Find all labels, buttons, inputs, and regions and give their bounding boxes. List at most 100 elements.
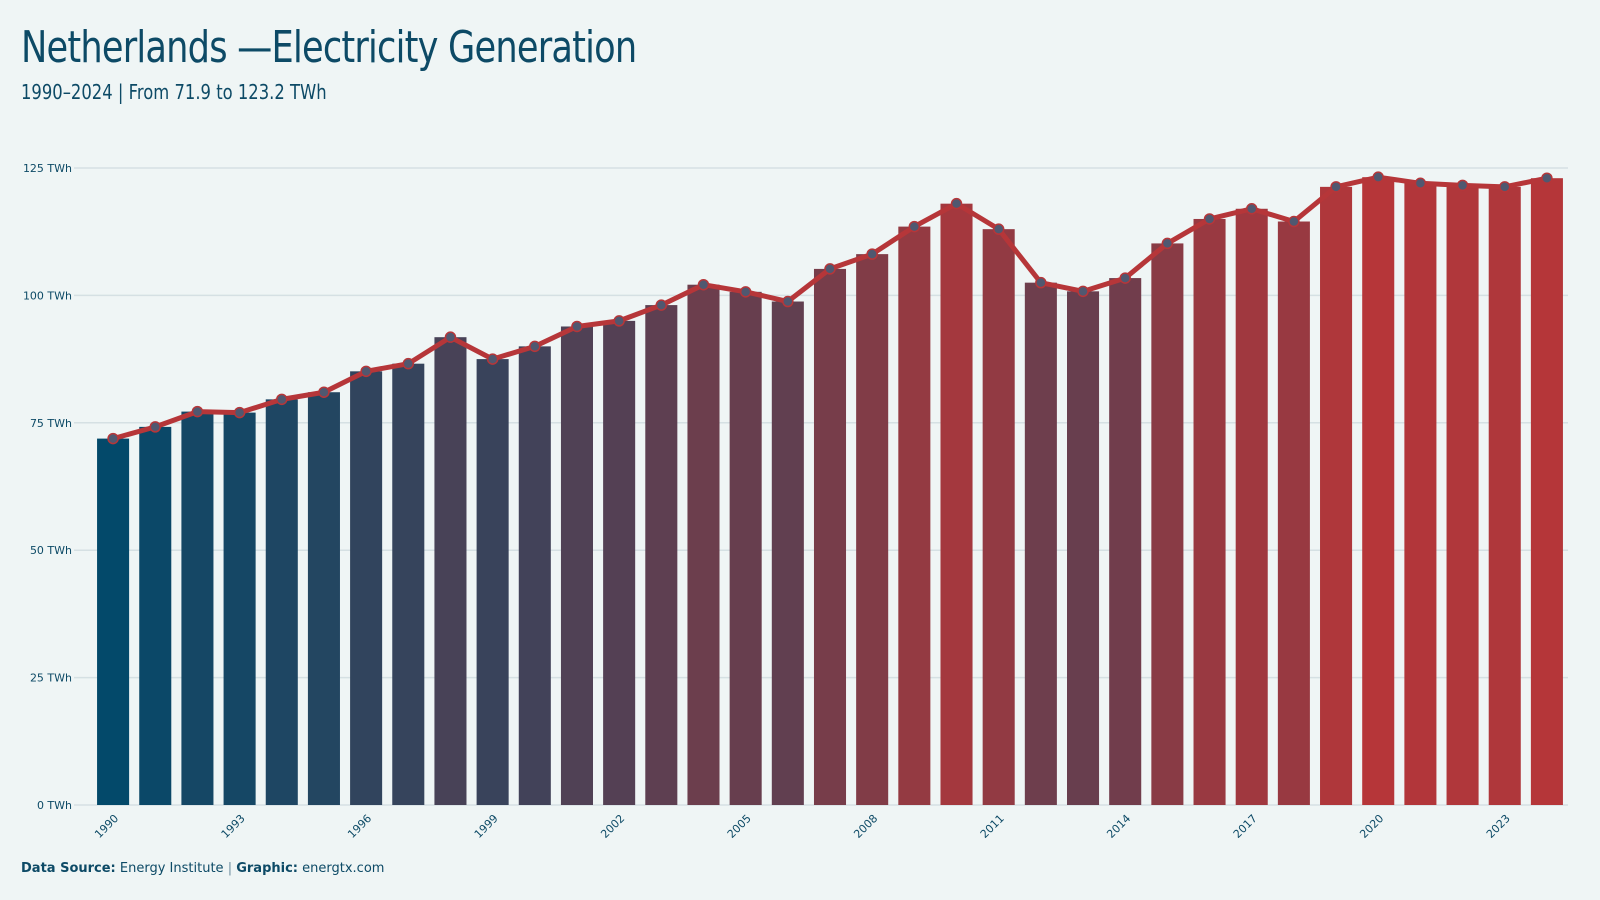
point-1999 (486, 353, 499, 365)
graphic-label: Graphic: (236, 861, 298, 876)
y-tick-label: 0 TWh (37, 799, 72, 812)
chart-subtitle: 1990–2024 | From 71.9 to 123.2 TWh (21, 80, 327, 104)
point-2021 (1414, 177, 1427, 190)
point-1991 (149, 421, 162, 433)
bar-2000 (518, 346, 551, 805)
bars (97, 177, 1563, 806)
bar-2007 (813, 268, 847, 806)
point-2015 (1161, 237, 1174, 250)
x-tick-label: 2014 (1104, 812, 1133, 841)
bar-2017 (1235, 208, 1268, 805)
point-2020 (1372, 171, 1384, 183)
bar-2019 (1320, 186, 1353, 805)
x-tick-label: 2011 (978, 812, 1007, 841)
y-tick-label: 100 TWh (23, 289, 72, 302)
bar-1999 (476, 359, 509, 805)
bar-1995 (307, 392, 340, 805)
point-1997 (402, 357, 415, 370)
point-2005 (739, 286, 752, 298)
point-2017 (1245, 203, 1258, 215)
x-tick-label: 2002 (598, 812, 627, 841)
y-tick-label: 75 TWh (30, 417, 72, 430)
bar-2002 (603, 320, 636, 805)
point-2019 (1330, 181, 1342, 193)
x-axis-ticks: 1990 1993 1996 1999 2002 2005 2008 2011 2014 2017… (92, 812, 1513, 841)
point-2004 (697, 278, 710, 291)
bar-2016 (1193, 218, 1226, 805)
bar-2024 (1530, 178, 1563, 805)
bar-2021 (1404, 183, 1437, 806)
bar-1990 (97, 438, 130, 805)
x-tick-label: 1993 (219, 812, 248, 841)
bar-2010 (940, 203, 973, 805)
point-1996 (360, 365, 372, 378)
bar-1991 (139, 426, 172, 805)
x-tick-label: 2005 (725, 812, 754, 841)
point-2024 (1541, 172, 1553, 184)
x-tick-label: 2020 (1357, 812, 1386, 841)
bar-2023 (1488, 186, 1521, 805)
bar-1997 (392, 363, 425, 805)
point-1994 (276, 393, 288, 406)
bar-2005 (729, 291, 762, 806)
bar-1994 (265, 399, 298, 805)
point-2006 (782, 295, 794, 308)
bar-2020 (1362, 177, 1395, 806)
footer-separator: | (227, 861, 233, 876)
source-label: Data Source: (21, 861, 116, 876)
point-2003 (655, 299, 668, 311)
y-tick-label: 25 TWh (30, 672, 72, 685)
x-tick-label: 1999 (472, 812, 501, 841)
bar-1992 (181, 411, 214, 805)
point-2023 (1498, 181, 1511, 193)
point-1998 (444, 331, 457, 343)
bar-1996 (350, 371, 383, 805)
markers (107, 171, 1553, 445)
point-1990 (107, 432, 119, 445)
point-2016 (1203, 213, 1216, 225)
bar-1998 (434, 337, 467, 805)
point-1992 (191, 405, 204, 418)
y-tick-label: 125 TWh (23, 162, 72, 175)
bar-2022 (1446, 185, 1479, 805)
bar-2009 (898, 226, 931, 805)
point-2014 (1119, 272, 1131, 284)
bar-2004 (687, 284, 720, 806)
point-2001 (571, 320, 583, 333)
graphic-value: energtx.com (302, 861, 385, 876)
bar-2014 (1109, 278, 1142, 805)
x-tick-label: 2008 (851, 812, 880, 841)
point-2008 (866, 248, 878, 260)
point-2002 (613, 315, 625, 327)
point-2013 (1077, 285, 1089, 298)
chart-title: Netherlands —Electricity Generation (21, 22, 637, 73)
point-2012 (1035, 276, 1047, 289)
point-2009 (908, 220, 921, 233)
x-tick-label: 1990 (92, 812, 121, 841)
bar-2008 (856, 254, 889, 805)
point-2011 (992, 223, 1005, 235)
point-2007 (824, 263, 836, 275)
source-value: Energy Institute (119, 861, 224, 876)
point-1995 (318, 386, 330, 398)
point-2022 (1456, 179, 1469, 192)
y-tick-label: 50 TWh (30, 544, 72, 557)
y-axis-ticks: 0 TWh 25 TWh 50 TWh 75 TWh 100 TWh 125 TWh (23, 162, 72, 812)
bar-2001 (560, 326, 593, 805)
bar-2018 (1277, 221, 1310, 805)
x-tick-label: 2023 (1484, 812, 1513, 841)
bar-2003 (645, 305, 678, 805)
bar-2013 (1067, 291, 1100, 805)
point-1993 (233, 406, 246, 419)
bar-2006 (771, 301, 804, 805)
point-2000 (529, 340, 541, 353)
x-tick-label: 2017 (1231, 812, 1260, 841)
bar-1993 (223, 412, 256, 805)
footer-credits: Data Source: Energy Institute | Graphic:… (21, 861, 384, 876)
bar-2012 (1024, 282, 1057, 805)
x-tick-label: 1996 (345, 812, 374, 841)
bar-2015 (1151, 243, 1184, 806)
point-2018 (1288, 215, 1300, 228)
point-2010 (950, 197, 963, 210)
